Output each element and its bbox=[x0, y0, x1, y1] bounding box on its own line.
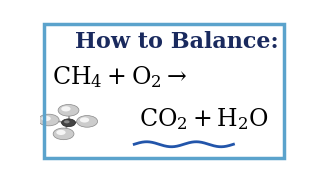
Text: $\mathregular{CO_2 + H_2O}$: $\mathregular{CO_2 + H_2O}$ bbox=[139, 106, 269, 132]
Circle shape bbox=[58, 104, 79, 116]
Circle shape bbox=[56, 130, 66, 135]
Circle shape bbox=[61, 106, 71, 111]
Text: How to Balance:: How to Balance: bbox=[75, 31, 278, 53]
Circle shape bbox=[77, 116, 98, 127]
Circle shape bbox=[80, 117, 89, 123]
Circle shape bbox=[53, 128, 74, 140]
Circle shape bbox=[64, 120, 69, 123]
Circle shape bbox=[41, 116, 51, 121]
Text: $\mathregular{CH_4 + O_2 \rightarrow}$: $\mathregular{CH_4 + O_2 \rightarrow}$ bbox=[52, 64, 188, 90]
Circle shape bbox=[61, 119, 76, 127]
Circle shape bbox=[38, 114, 59, 126]
